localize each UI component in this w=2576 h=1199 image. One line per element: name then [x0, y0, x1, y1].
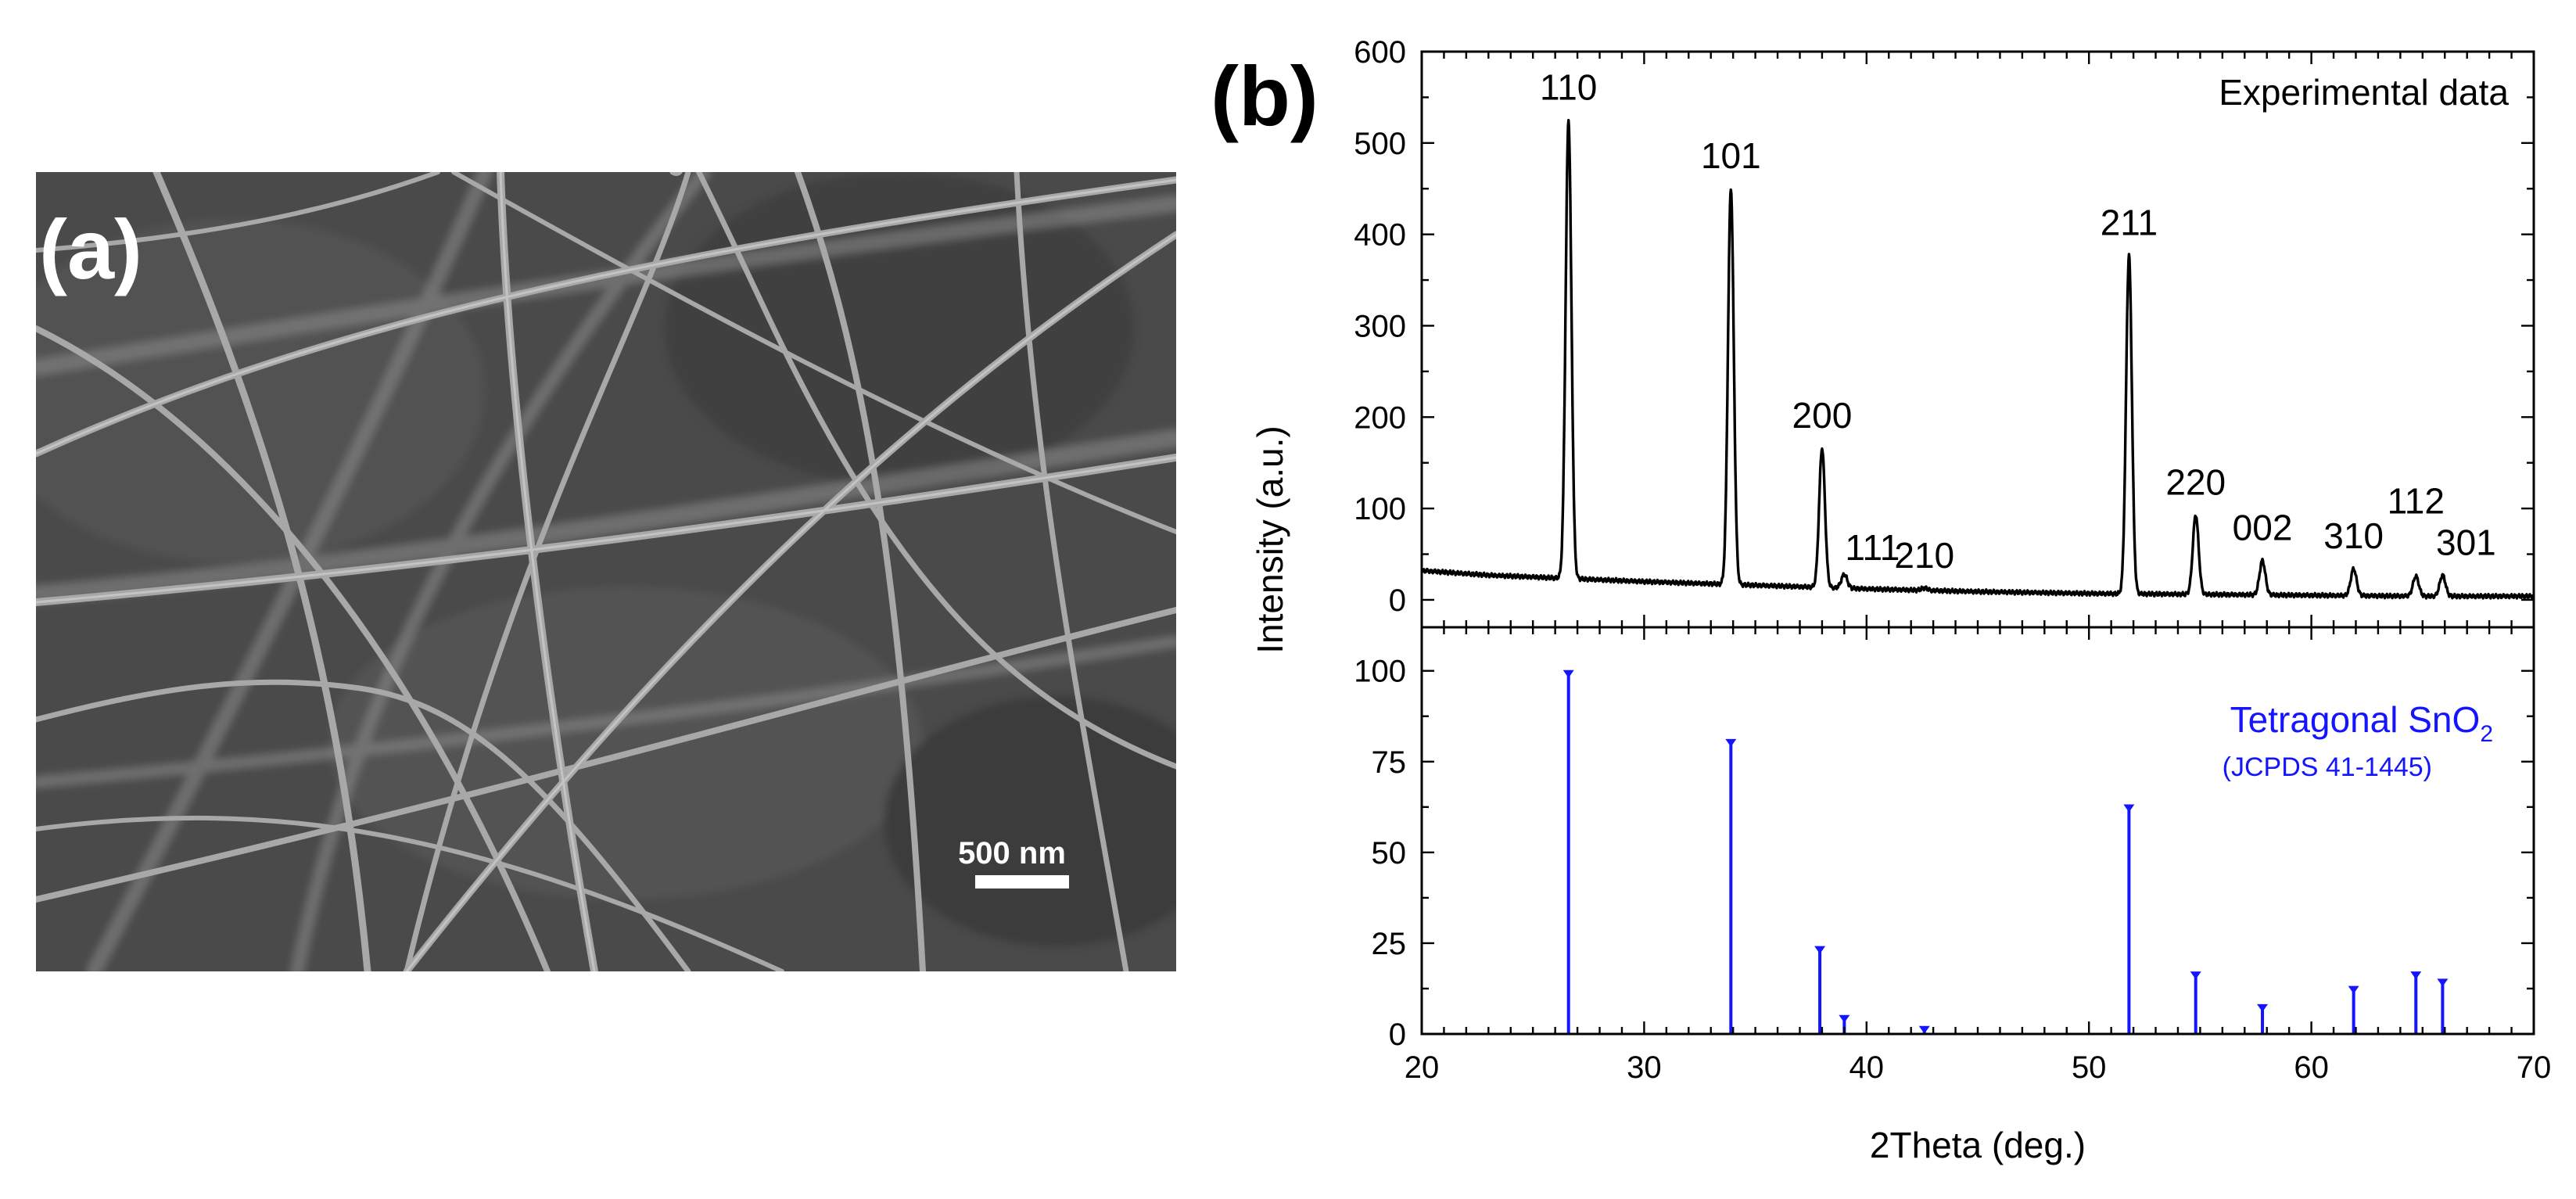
reference-bar-marker — [1814, 946, 1826, 954]
x-tick-label: 20 — [1405, 1050, 1440, 1085]
bottom-y-tick-label: 75 — [1372, 745, 1407, 780]
reference-bar-marker — [1839, 1014, 1850, 1023]
top-y-tick-label: 500 — [1354, 127, 1406, 161]
panel-a-label: (a) — [39, 202, 142, 296]
bottom-legend: Tetragonal SnO2 — [2230, 699, 2493, 747]
reference-bar-marker — [1918, 1025, 1930, 1034]
bottom-legend-subscript: 2 — [2480, 721, 2493, 747]
reference-bar-marker — [2348, 985, 2359, 994]
experimental-xrd-curve — [1420, 119, 2535, 600]
bottom-plot-frame — [1420, 626, 2535, 1036]
bottom-y-tick-label: 25 — [1372, 927, 1407, 961]
top-y-tick-label: 0 — [1389, 583, 1406, 618]
top-y-tick-label: 100 — [1354, 492, 1406, 526]
reference-bar-marker — [1562, 670, 1574, 678]
peak-label-211: 211 — [2101, 203, 2158, 243]
x-tick-label: 30 — [1627, 1050, 1662, 1085]
reference-bar-marker — [2257, 1003, 2269, 1012]
top-y-tick-label: 300 — [1354, 309, 1406, 343]
peak-label-111: 111 — [1845, 527, 1900, 568]
top-y-tick-label: 200 — [1354, 400, 1406, 435]
top-y-tick-label: 600 — [1354, 35, 1406, 70]
peak-label-220: 220 — [2165, 461, 2226, 502]
top-legend: Experimental data — [2219, 72, 2509, 113]
top-y-tick-label: 400 — [1354, 218, 1406, 253]
bottom-y-tick-label: 100 — [1354, 655, 1406, 689]
reference-bar-marker — [2190, 971, 2201, 980]
reference-bar-marker — [2410, 971, 2422, 980]
peak-label-002: 002 — [2233, 508, 2293, 548]
scale-bar — [975, 875, 1069, 888]
y-axis-title: Intensity (a.u.) — [1250, 425, 1290, 653]
peak-label-301: 301 — [2436, 522, 2496, 562]
bottom-legend-note: (JCPDS 41-1445) — [2223, 752, 2432, 782]
peak-label-110: 110 — [1540, 67, 1597, 108]
panel-b-label: (b) — [1211, 48, 1318, 143]
x-axis-title: 2Theta (deg.) — [1870, 1125, 2086, 1165]
peak-label-200: 200 — [1792, 395, 1853, 436]
reference-bar-marker — [1725, 738, 1737, 747]
sem-image — [36, 172, 1176, 971]
bottom-y-tick-label: 50 — [1372, 836, 1407, 871]
x-tick-label: 60 — [2294, 1050, 2329, 1085]
peak-label-112: 112 — [2388, 481, 2445, 522]
peak-label-210: 210 — [1894, 535, 1954, 576]
reference-bar-marker — [2123, 804, 2135, 813]
x-tick-label: 50 — [2072, 1050, 2107, 1085]
bottom-legend-main: Tetragonal SnO — [2230, 699, 2481, 740]
reference-bar-marker — [2437, 978, 2449, 987]
scale-bar-label: 500 nm — [958, 836, 1066, 871]
peak-label-310: 310 — [2323, 515, 2384, 556]
x-tick-label: 70 — [2517, 1050, 2552, 1085]
bottom-y-tick-label: 0 — [1389, 1018, 1406, 1052]
peak-label-101: 101 — [1701, 135, 1761, 176]
xrd-bottom-panel: 20 30 40 50 60 70 0 25 50 75 100 Tetragonal SnO2 (… — [1354, 626, 2552, 1085]
x-tick-label: 40 — [1849, 1050, 1885, 1085]
